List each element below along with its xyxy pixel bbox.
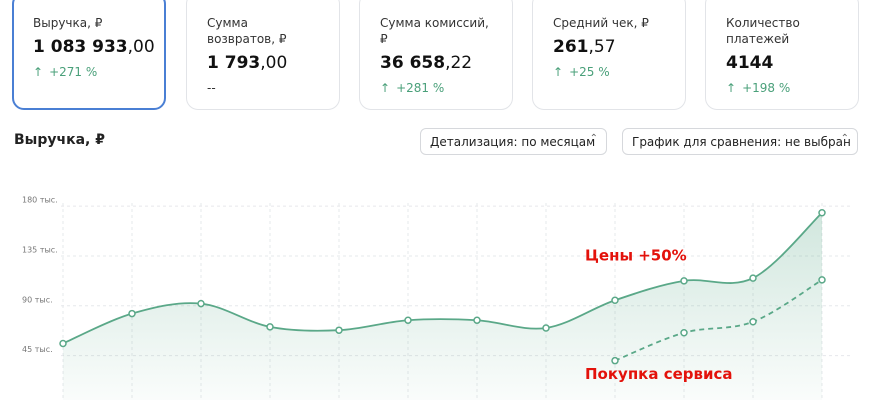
compare-select[interactable]: График для сравнения: не выбран [622,128,858,155]
point [818,208,826,217]
card-label: Выручка, ₽ [33,16,103,30]
point [542,324,550,332]
kpi-card[interactable]: Сумма комиссий, ₽ 36 658,22 ↑ +281 % [359,0,513,110]
delta: -- [207,81,216,95]
value-main: 36 658 [380,53,446,73]
y-tick-label: 90 тыс. [22,295,53,304]
point [266,323,274,331]
kpi-card[interactable]: Количество платежей 4144 ↑ +198 % [705,0,859,110]
point [128,309,136,318]
card-delta: ↑ +198 % [726,81,791,95]
kpi-card[interactable]: Средний чек, ₽ 261,57 ↑ +25 % [532,0,686,110]
y-tick-label: 45 тыс. [22,345,53,354]
point [749,318,757,326]
card-delta: ↑ +281 % [380,81,445,95]
delta: +271 % [49,65,98,79]
card-label: Сумма комиссий, ₽ [380,16,489,46]
kpi-card[interactable]: Сумма возвратов, ₽ 1 793,00 -- [186,0,340,110]
card-value: 261,57 [553,37,685,57]
value-decimal: ,00 [127,37,155,57]
y-tick-label: 135 тыс. [22,245,58,254]
y-tick-label: 180 тыс. [22,196,58,205]
card-delta: ↑ +25 % [553,65,610,79]
card-delta: -- [207,81,339,95]
card-value: 36 658,22 [380,53,512,73]
point [197,299,205,308]
card-label: Средний чек, ₽ [553,16,649,30]
card-label: Количество платежей [726,16,800,46]
delta: +25 % [569,65,610,79]
annotation: Цены +50% [585,246,687,264]
point [680,277,688,285]
card-label: Сумма возвратов, ₽ [207,16,287,46]
value-main: 1 083 933 [33,37,128,57]
point [611,356,619,365]
line [62,212,823,345]
kpi-card[interactable]: Выручка, ₽ 1 083 933,00 ↑ +271 % [12,0,166,110]
card-value: 1 793,00 [207,53,339,73]
card-value: 1 083 933,00 [33,37,164,57]
value-decimal: ,00 [260,53,288,73]
point [611,296,619,305]
point [404,316,412,324]
section-title: Выручка, ₽ [14,132,105,148]
detail-select[interactable]: Детализация: по месяцам [420,128,607,155]
point [818,276,826,284]
value-main: 261 [553,37,589,57]
card-value: 4144 [726,53,858,73]
delta: +281 % [396,81,445,95]
value-decimal: ,22 [445,53,473,73]
point [749,274,757,282]
point [473,316,481,324]
card-delta: ↑ +271 % [33,65,98,79]
annotation: Покупка сервиса [585,365,733,383]
point [680,328,688,337]
value-main: 4144 [726,53,774,73]
value-decimal: ,57 [588,37,616,57]
point [335,326,343,334]
value-main: 1 793 [207,53,261,73]
point [59,339,67,348]
line [614,279,823,362]
delta: +198 % [742,81,791,95]
